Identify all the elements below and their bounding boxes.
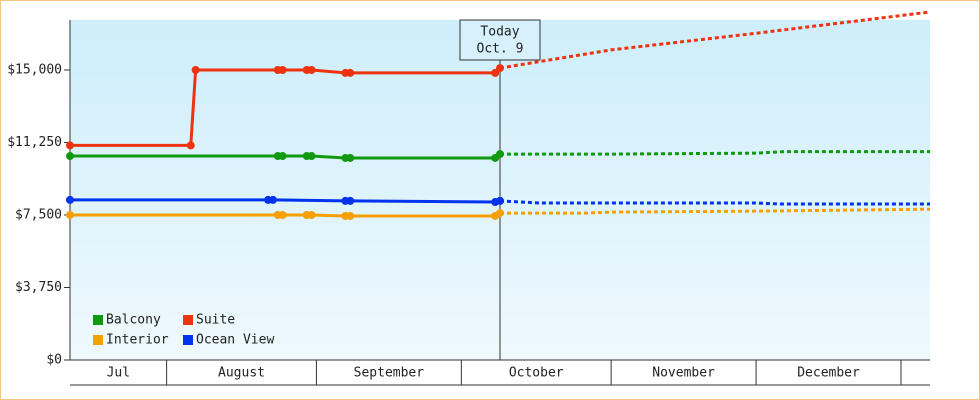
today-box xyxy=(459,19,541,61)
legend-label: Suite xyxy=(196,313,235,328)
legend-label: Balcony xyxy=(106,313,161,328)
price-point xyxy=(268,195,277,204)
price-point xyxy=(278,66,287,74)
projection-line xyxy=(499,199,930,206)
legend-swatch xyxy=(183,335,193,345)
legend-swatch xyxy=(93,335,103,345)
price-point xyxy=(278,211,287,219)
x-tick-label: Jul xyxy=(107,366,130,381)
legend-swatch xyxy=(93,315,103,325)
price-point xyxy=(496,150,504,159)
legend-label: Ocean View xyxy=(196,333,274,348)
price-point xyxy=(346,211,355,220)
price-point xyxy=(307,211,316,219)
price-point xyxy=(66,152,74,161)
price-point xyxy=(346,196,355,205)
price-point xyxy=(66,195,74,204)
legend-swatch xyxy=(183,315,193,325)
today-date: Oct. 9 xyxy=(477,42,524,57)
price-point xyxy=(496,64,504,73)
price-point xyxy=(307,66,316,74)
x-tick-label: December xyxy=(797,366,860,381)
price-point xyxy=(191,66,200,74)
y-tick-label: $3,750 xyxy=(15,280,62,295)
x-tick-label: November xyxy=(652,366,715,381)
price-point xyxy=(496,196,504,205)
price-point xyxy=(346,153,355,162)
price-point xyxy=(66,211,74,219)
price-point xyxy=(491,68,500,77)
x-tick-label: October xyxy=(509,366,564,381)
today-label: Today xyxy=(480,25,519,40)
price-point xyxy=(307,152,316,161)
x-tick-label: August xyxy=(218,366,265,381)
price-point xyxy=(186,141,195,150)
y-tick-label: $7,500 xyxy=(15,208,62,223)
projection-line xyxy=(500,207,931,215)
projection-line xyxy=(499,10,931,70)
x-tick-label: September xyxy=(354,366,425,381)
y-tick-label: $0 xyxy=(46,353,62,368)
price-point xyxy=(496,209,504,218)
price-point xyxy=(346,68,355,77)
price-point xyxy=(66,141,74,150)
y-tick-label: $11,250 xyxy=(7,135,62,150)
legend-label: Interior xyxy=(106,333,169,348)
y-tick-label: $15,000 xyxy=(7,63,62,78)
price-point xyxy=(278,152,287,161)
